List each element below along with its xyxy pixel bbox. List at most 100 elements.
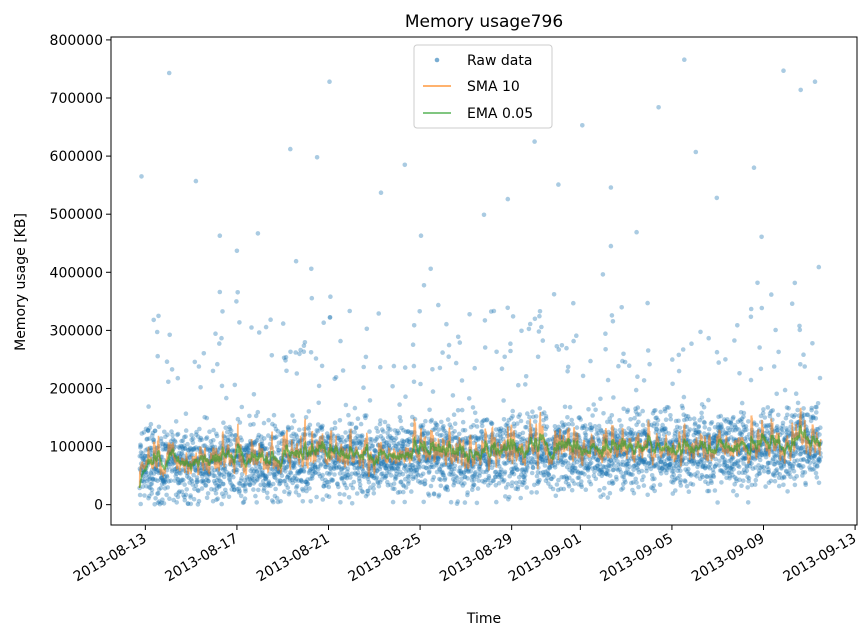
raw-data-point bbox=[768, 478, 774, 484]
raw-data-point bbox=[403, 485, 409, 490]
raw-data-point bbox=[526, 326, 532, 332]
raw-data-point bbox=[765, 405, 771, 410]
raw-data-point bbox=[361, 364, 367, 370]
raw-data-point bbox=[165, 432, 170, 438]
raw-data-point bbox=[210, 470, 215, 475]
raw-data-point bbox=[224, 429, 230, 435]
raw-data-point bbox=[295, 470, 300, 476]
raw-data-point bbox=[588, 358, 593, 364]
raw-data-point bbox=[202, 414, 207, 420]
raw-data-point bbox=[162, 486, 168, 491]
raw-data-point bbox=[303, 485, 309, 490]
raw-data-point bbox=[331, 438, 336, 444]
raw-data-point bbox=[418, 233, 424, 238]
raw-data-point bbox=[782, 387, 788, 393]
raw-data-point bbox=[227, 477, 233, 483]
raw-data-point bbox=[273, 486, 278, 492]
raw-data-point bbox=[431, 491, 437, 497]
raw-data-point bbox=[354, 459, 360, 465]
raw-data-point bbox=[360, 489, 366, 495]
raw-data-point bbox=[159, 475, 164, 481]
raw-data-point bbox=[274, 471, 280, 477]
raw-data-point bbox=[231, 487, 237, 493]
raw-data-point bbox=[794, 474, 799, 479]
raw-data-point bbox=[228, 442, 234, 447]
raw-data-point bbox=[197, 426, 202, 432]
raw-data-point bbox=[376, 463, 382, 468]
raw-data-point bbox=[377, 421, 383, 427]
raw-data-point bbox=[227, 438, 233, 443]
raw-data-point bbox=[242, 447, 247, 453]
raw-data-point bbox=[474, 424, 480, 429]
raw-data-point bbox=[343, 444, 348, 450]
raw-data-point bbox=[817, 432, 822, 437]
raw-data-point bbox=[582, 472, 587, 477]
raw-data-point bbox=[176, 477, 181, 482]
raw-data-point bbox=[159, 500, 164, 506]
raw-data-point bbox=[214, 497, 219, 503]
raw-data-point bbox=[714, 195, 720, 201]
raw-data-point bbox=[301, 343, 307, 349]
raw-data-point bbox=[361, 474, 367, 480]
raw-data-point bbox=[146, 477, 152, 482]
raw-data-point bbox=[289, 433, 294, 439]
raw-data-point bbox=[292, 473, 298, 479]
raw-data-point bbox=[154, 467, 159, 473]
raw-data-point bbox=[657, 482, 663, 488]
raw-data-point bbox=[472, 365, 478, 371]
raw-data-point bbox=[169, 367, 175, 372]
raw-data-point bbox=[296, 470, 302, 475]
raw-data-point bbox=[358, 441, 363, 447]
raw-data-point bbox=[501, 398, 506, 403]
raw-data-point bbox=[494, 349, 499, 355]
raw-data-point bbox=[332, 425, 338, 431]
raw-data-point bbox=[365, 488, 371, 494]
raw-data-point bbox=[229, 433, 235, 438]
raw-data-point bbox=[508, 348, 513, 354]
raw-data-point bbox=[263, 475, 268, 481]
raw-data-point bbox=[360, 471, 366, 477]
raw-data-point bbox=[459, 378, 465, 383]
raw-data-point bbox=[226, 473, 232, 478]
raw-data-point bbox=[539, 324, 544, 330]
raw-data-point bbox=[288, 349, 293, 355]
raw-data-point bbox=[761, 407, 766, 412]
raw-data-point bbox=[189, 432, 194, 438]
raw-data-point bbox=[323, 438, 329, 444]
raw-data-point bbox=[241, 483, 246, 488]
raw-data-point bbox=[186, 452, 192, 458]
raw-data-point bbox=[671, 472, 676, 478]
raw-data-point bbox=[382, 475, 388, 481]
raw-data-point bbox=[769, 292, 774, 297]
raw-data-point bbox=[258, 482, 264, 488]
raw-data-point bbox=[389, 436, 395, 441]
raw-data-point bbox=[190, 436, 196, 442]
raw-data-point bbox=[211, 438, 216, 443]
raw-data-point bbox=[207, 472, 212, 477]
raw-data-point bbox=[222, 465, 227, 471]
raw-data-point bbox=[158, 485, 164, 491]
raw-data-point bbox=[611, 395, 616, 400]
x-axis-label: Time bbox=[466, 611, 501, 627]
raw-data-point bbox=[175, 494, 181, 500]
raw-data-point bbox=[486, 475, 492, 481]
raw-data-point bbox=[203, 482, 208, 488]
raw-data-point bbox=[226, 494, 232, 500]
raw-data-point bbox=[165, 485, 170, 490]
raw-data-point bbox=[231, 474, 236, 480]
raw-data-point bbox=[236, 481, 242, 486]
raw-data-point bbox=[206, 478, 211, 484]
raw-data-point bbox=[352, 465, 358, 471]
raw-data-point bbox=[798, 362, 803, 367]
raw-data-point bbox=[209, 442, 214, 448]
raw-data-point bbox=[373, 476, 379, 481]
raw-data-point bbox=[662, 408, 668, 414]
raw-data-point bbox=[282, 478, 288, 484]
raw-data-point bbox=[816, 480, 822, 486]
raw-data-point bbox=[364, 413, 369, 418]
raw-data-point bbox=[386, 426, 391, 432]
raw-data-point bbox=[489, 421, 495, 426]
raw-data-point bbox=[242, 478, 248, 483]
raw-data-point bbox=[219, 335, 224, 341]
raw-data-point bbox=[332, 460, 338, 466]
